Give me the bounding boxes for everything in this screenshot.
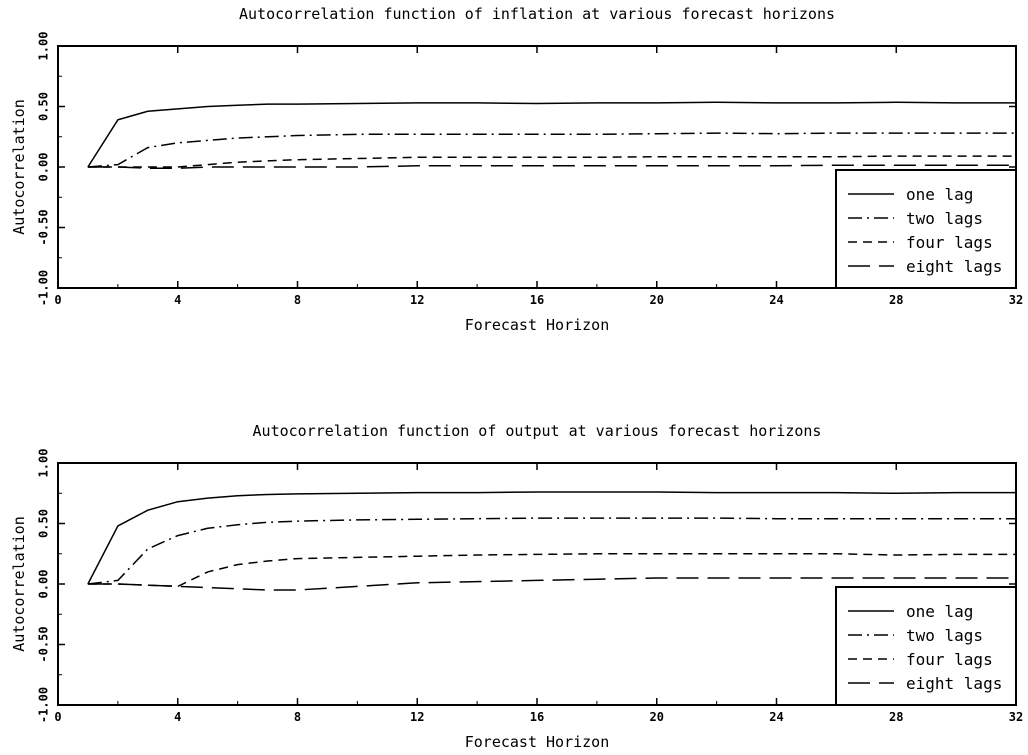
x-tick-label: 4 <box>174 293 181 307</box>
legend-label: one lag <box>906 602 973 621</box>
y-tick-label: 0.00 <box>37 153 51 182</box>
legend-label: one lag <box>906 185 973 204</box>
chart-panel-1: Autocorrelation function of inflation at… <box>10 5 1023 334</box>
legend-label: four lags <box>906 650 993 669</box>
series-line-eight-lags <box>87 164 1016 169</box>
x-tick-label: 4 <box>174 710 181 724</box>
x-tick-label: 28 <box>889 710 903 724</box>
y-axis-label: Autocorrelation <box>10 516 28 651</box>
x-tick-label: 24 <box>769 293 783 307</box>
x-tick-label: 20 <box>650 293 664 307</box>
x-tick-label: 24 <box>769 710 783 724</box>
x-tick-label: 16 <box>530 293 544 307</box>
x-tick-label: 8 <box>294 710 301 724</box>
legend-label: eight lags <box>906 257 1002 276</box>
x-tick-label: 12 <box>410 710 424 724</box>
series-line-one-lag <box>87 491 1016 585</box>
y-tick-label: -0.50 <box>37 626 51 662</box>
x-tick-label: 28 <box>889 293 903 307</box>
y-tick-label: -1.00 <box>37 687 51 723</box>
series-line-one-lag <box>87 101 1016 168</box>
x-tick-label: 12 <box>410 293 424 307</box>
legend-label: eight lags <box>906 674 1002 693</box>
x-tick-label: 32 <box>1009 710 1023 724</box>
legend-label: two lags <box>906 209 983 228</box>
chart-title: Autocorrelation function of output at va… <box>253 422 822 440</box>
chart-title: Autocorrelation function of inflation at… <box>239 5 835 23</box>
series-line-two-lags <box>87 132 1016 168</box>
legend: one lag two lags four lags eight lags <box>835 169 1017 289</box>
legend-box <box>835 169 1017 289</box>
x-tick-label: 20 <box>650 710 664 724</box>
x-tick-label: 0 <box>54 293 61 307</box>
legend: one lag two lags four lags eight lags <box>835 586 1017 706</box>
x-tick-label: 8 <box>294 293 301 307</box>
y-tick-label: 1.00 <box>37 32 51 61</box>
series-line-two-lags <box>87 517 1016 585</box>
x-axis-label: Forecast Horizon <box>465 316 610 334</box>
x-tick-label: 16 <box>530 710 544 724</box>
chart-panel-2: Autocorrelation function of output at va… <box>10 422 1023 751</box>
series-line-eight-lags <box>87 577 1016 591</box>
x-tick-label: 32 <box>1009 293 1023 307</box>
series-line-four-lags <box>87 553 1016 588</box>
y-tick-label: 0.00 <box>37 570 51 599</box>
y-tick-label: 1.00 <box>37 449 51 478</box>
x-tick-label: 0 <box>54 710 61 724</box>
y-tick-label: 0.50 <box>37 509 51 538</box>
legend-label: two lags <box>906 626 983 645</box>
y-axis-label: Autocorrelation <box>10 99 28 234</box>
legend-box <box>835 586 1017 706</box>
legend-label: four lags <box>906 233 993 252</box>
y-tick-label: -1.00 <box>37 270 51 306</box>
y-tick-label: -0.50 <box>37 209 51 245</box>
x-axis-label: Forecast Horizon <box>465 733 610 751</box>
series-line-four-lags <box>87 155 1016 168</box>
y-tick-label: 0.50 <box>37 92 51 121</box>
